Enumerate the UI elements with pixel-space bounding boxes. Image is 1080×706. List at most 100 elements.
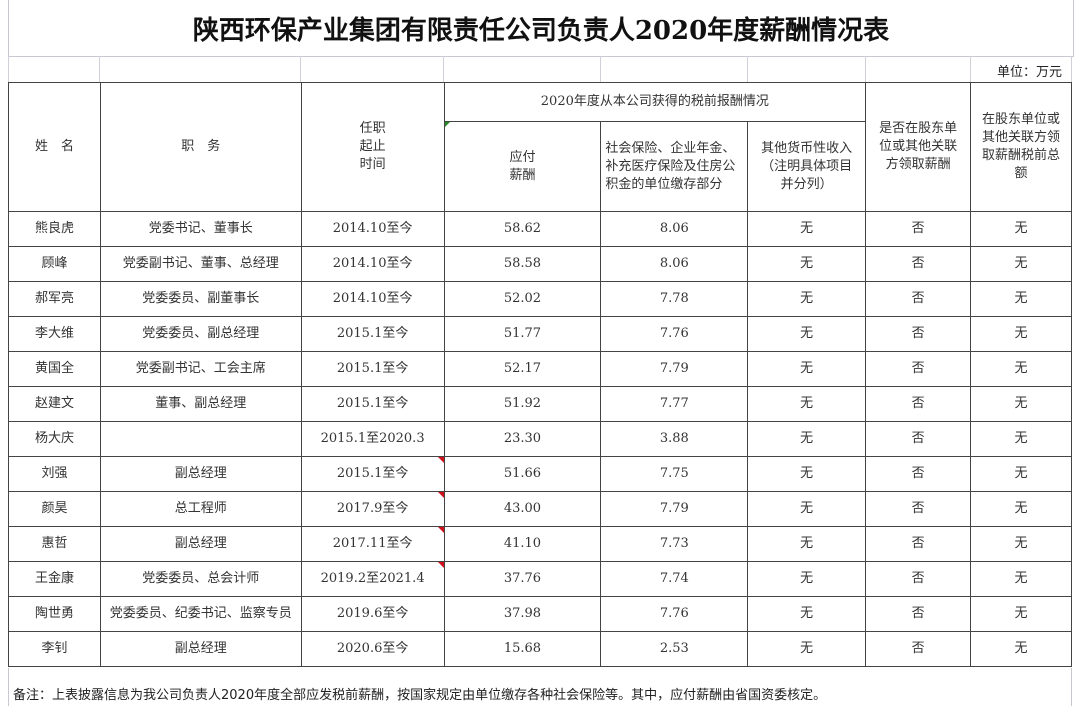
cell-position[interactable]: 党委副书记、工会主席 <box>99 351 302 387</box>
cell-paid[interactable]: 否 <box>865 246 972 282</box>
cell-paid[interactable]: 否 <box>865 456 972 492</box>
cell-other[interactable]: 无 <box>747 456 867 492</box>
header-tenure[interactable]: 任职 起止 时间 <box>300 82 445 212</box>
cell-position[interactable]: 董事、副总经理 <box>99 386 302 422</box>
cell-name[interactable]: 陶世勇 <box>8 596 101 632</box>
cell-paid[interactable]: 否 <box>865 211 972 247</box>
cell-name[interactable]: 王金康 <box>8 561 101 597</box>
title-row[interactable]: 陕西环保产业集团有限责任公司负责人2020年度薪酬情况表 <box>8 0 1074 57</box>
cell-paid[interactable]: 否 <box>865 351 972 387</box>
cell-name[interactable]: 杨大庆 <box>8 421 101 457</box>
cell-insurance[interactable]: 7.79 <box>600 351 749 387</box>
empty-cell[interactable] <box>866 56 971 82</box>
cell-tenure[interactable]: 2019.6至今 <box>300 596 445 632</box>
footer-row[interactable]: 备注：上表披露信息为我公司负责人2020年度全部应发税前薪酬，按国家规定由单位缴… <box>8 668 1072 706</box>
empty-cell[interactable] <box>100 56 301 82</box>
cell-salary[interactable]: 51.77 <box>443 316 602 352</box>
cell-insurance[interactable]: 7.76 <box>600 596 749 632</box>
cell-other[interactable]: 无 <box>747 526 867 562</box>
cell-position[interactable]: 党委副书记、董事、总经理 <box>99 246 302 282</box>
cell-insurance[interactable]: 7.76 <box>600 316 749 352</box>
cell-other[interactable]: 无 <box>747 596 867 632</box>
cell-position[interactable]: 党委委员、副总经理 <box>99 316 302 352</box>
cell-paid[interactable]: 否 <box>865 281 972 317</box>
cell-insurance[interactable]: 7.79 <box>600 491 749 527</box>
cell-paid[interactable]: 否 <box>865 316 972 352</box>
header-group-2020[interactable]: 2020年度从本公司获得的税前报酬情况 <box>443 82 867 122</box>
header-other-income[interactable]: 其他货币性收入（注明具体项目并分列） <box>747 121 867 212</box>
cell-total[interactable]: 无 <box>970 491 1072 527</box>
cell-salary[interactable]: 15.68 <box>443 631 602 667</box>
cell-insurance[interactable]: 7.75 <box>600 456 749 492</box>
cell-salary[interactable]: 41.10 <box>443 526 602 562</box>
cell-position[interactable]: 党委书记、董事长 <box>99 211 302 247</box>
cell-total[interactable]: 无 <box>970 316 1072 352</box>
cell-other[interactable]: 无 <box>747 316 867 352</box>
cell-salary[interactable]: 37.98 <box>443 596 602 632</box>
header-shareholder-total[interactable]: 在股东单位或其他关联方领取薪酬税前总额 <box>970 82 1072 212</box>
cell-position[interactable]: 总工程师 <box>99 491 302 527</box>
cell-insurance[interactable]: 7.77 <box>600 386 749 422</box>
cell-other[interactable]: 无 <box>747 491 867 527</box>
cell-total[interactable]: 无 <box>970 456 1072 492</box>
cell-tenure[interactable]: 2014.10至今 <box>300 281 445 317</box>
cell-other[interactable]: 无 <box>747 386 867 422</box>
cell-position[interactable]: 副总经理 <box>99 456 302 492</box>
cell-name[interactable]: 顾峰 <box>8 246 101 282</box>
empty-cell[interactable] <box>301 56 444 82</box>
cell-total[interactable]: 无 <box>970 211 1072 247</box>
cell-insurance[interactable]: 7.73 <box>600 526 749 562</box>
cell-salary[interactable]: 51.92 <box>443 386 602 422</box>
cell-salary[interactable]: 58.58 <box>443 246 602 282</box>
cell-position[interactable]: 副总经理 <box>99 631 302 667</box>
cell-total[interactable]: 无 <box>970 246 1072 282</box>
cell-position[interactable] <box>99 421 302 457</box>
empty-cell[interactable] <box>8 56 100 82</box>
header-shareholder-paid[interactable]: 是否在股东单位或其他关联方领取薪酬 <box>865 82 972 212</box>
cell-insurance[interactable]: 3.88 <box>600 421 749 457</box>
cell-salary[interactable]: 37.76 <box>443 561 602 597</box>
empty-cell[interactable] <box>444 56 601 82</box>
cell-total[interactable]: 无 <box>970 421 1072 457</box>
cell-name[interactable]: 赵建文 <box>8 386 101 422</box>
cell-salary[interactable]: 52.02 <box>443 281 602 317</box>
cell-position[interactable]: 党委委员、副董事长 <box>99 281 302 317</box>
cell-tenure[interactable]: 2015.1至今 <box>300 386 445 422</box>
cell-salary[interactable]: 23.30 <box>443 421 602 457</box>
cell-other[interactable]: 无 <box>747 211 867 247</box>
cell-paid[interactable]: 否 <box>865 631 972 667</box>
cell-other[interactable]: 无 <box>747 631 867 667</box>
cell-tenure[interactable]: 2015.1至今 <box>300 351 445 387</box>
cell-name[interactable]: 黄国全 <box>8 351 101 387</box>
cell-total[interactable]: 无 <box>970 561 1072 597</box>
cell-tenure[interactable]: 2017.11至今 <box>300 526 445 562</box>
cell-insurance[interactable]: 2.53 <box>600 631 749 667</box>
cell-name[interactable]: 惠哲 <box>8 526 101 562</box>
cell-salary[interactable]: 52.17 <box>443 351 602 387</box>
cell-salary[interactable]: 43.00 <box>443 491 602 527</box>
cell-insurance[interactable]: 7.74 <box>600 561 749 597</box>
cell-paid[interactable]: 否 <box>865 386 972 422</box>
cell-tenure[interactable]: 2015.1至今 <box>300 456 445 492</box>
cell-name[interactable]: 李钊 <box>8 631 101 667</box>
cell-position[interactable]: 副总经理 <box>99 526 302 562</box>
cell-tenure[interactable]: 2014.10至今 <box>300 246 445 282</box>
cell-total[interactable]: 无 <box>970 526 1072 562</box>
cell-total[interactable]: 无 <box>970 281 1072 317</box>
cell-other[interactable]: 无 <box>747 351 867 387</box>
cell-paid[interactable]: 否 <box>865 596 972 632</box>
cell-tenure[interactable]: 2015.1至今 <box>300 316 445 352</box>
cell-other[interactable]: 无 <box>747 421 867 457</box>
cell-paid[interactable]: 否 <box>865 526 972 562</box>
cell-tenure[interactable]: 2019.2至2021.4 <box>300 561 445 597</box>
header-salary[interactable]: 应付 薪酬 <box>443 121 602 212</box>
cell-position[interactable]: 党委委员、总会计师 <box>99 561 302 597</box>
cell-tenure[interactable]: 2015.1至2020.3 <box>300 421 445 457</box>
cell-insurance[interactable]: 8.06 <box>600 211 749 247</box>
cell-total[interactable]: 无 <box>970 351 1072 387</box>
cell-insurance[interactable]: 7.78 <box>600 281 749 317</box>
empty-cell[interactable] <box>601 56 748 82</box>
cell-total[interactable]: 无 <box>970 386 1072 422</box>
cell-salary[interactable]: 58.62 <box>443 211 602 247</box>
cell-tenure[interactable]: 2017.9至今 <box>300 491 445 527</box>
